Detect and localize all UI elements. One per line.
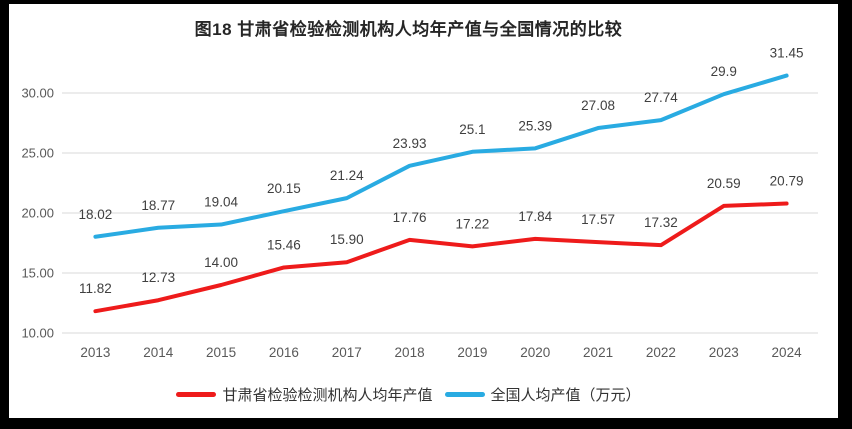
series-line-gansu xyxy=(93,201,789,314)
data-label-gansu: 20.59 xyxy=(707,176,741,191)
y-tick-label: 10.00 xyxy=(21,326,54,341)
data-label-gansu: 11.82 xyxy=(79,281,112,296)
plot-area: 10.00 15.00 20.00 25.00 30.00 2013 2014 2015 201… xyxy=(21,46,818,360)
data-label-national: 25.1 xyxy=(459,122,485,137)
chart-canvas: 图18 甘肃省检验检测机构人均年产值与全国情况的比较 10.00 15.00 20.… xyxy=(9,4,838,418)
data-label-national: 20.15 xyxy=(267,181,301,196)
x-tick-label: 2013 xyxy=(80,345,110,360)
x-tick-label: 2015 xyxy=(206,345,236,360)
x-tick-label: 2014 xyxy=(143,345,174,360)
x-tick-label: 2019 xyxy=(457,345,487,360)
legend-label-national: 全国人均产值（万元） xyxy=(490,386,641,404)
data-label-gansu: 14.00 xyxy=(204,255,238,270)
data-label-gansu: 17.32 xyxy=(644,215,678,230)
data-label-gansu: 17.84 xyxy=(518,209,552,224)
legend-line-swatch-national xyxy=(444,391,485,397)
data-label-gansu: 15.46 xyxy=(267,237,301,252)
data-label-national: 21.24 xyxy=(330,168,364,183)
data-label-national: 19.04 xyxy=(204,195,238,210)
series-line-national xyxy=(93,73,789,239)
data-label-national: 25.39 xyxy=(518,118,552,133)
data-label-gansu: 15.90 xyxy=(330,232,364,247)
data-label-national: 18.77 xyxy=(141,198,175,213)
legend-item-national: 全国人均产值（万元） xyxy=(444,384,641,405)
data-label-national: 31.45 xyxy=(770,46,804,61)
x-tick-label: 2024 xyxy=(772,345,803,360)
legend-item-gansu: 甘肃省检验检测机构人均年产值 xyxy=(176,384,433,405)
x-tick-label: 2018 xyxy=(395,345,425,360)
y-tick-label: 20.00 xyxy=(21,206,54,221)
data-label-national: 23.93 xyxy=(393,136,427,151)
x-tick-label: 2021 xyxy=(583,345,613,360)
y-tick-label: 15.00 xyxy=(21,266,54,281)
data-label-national: 27.74 xyxy=(644,90,678,105)
legend-line-swatch-gansu xyxy=(176,391,217,397)
data-label-gansu: 20.79 xyxy=(770,174,804,189)
x-tick-label: 2016 xyxy=(269,345,299,360)
data-label-gansu: 17.22 xyxy=(456,216,490,231)
y-tick-label: 25.00 xyxy=(21,146,54,161)
data-label-gansu: 12.73 xyxy=(141,270,175,285)
data-label-national: 29.9 xyxy=(711,64,737,79)
chart-legend: 甘肃省检验检测机构人均年产值 全国人均产值（万元） xyxy=(9,382,808,406)
x-tick-label: 2017 xyxy=(332,345,362,360)
legend-label-gansu: 甘肃省检验检测机构人均年产值 xyxy=(222,386,433,404)
data-label-gansu: 17.57 xyxy=(581,212,615,227)
data-label-gansu: 17.76 xyxy=(393,210,427,225)
x-tick-label: 2022 xyxy=(646,345,676,360)
data-label-national: 27.08 xyxy=(581,98,615,113)
chart-title: 图18 甘肃省检验检测机构人均年产值与全国情况的比较 xyxy=(194,20,623,39)
data-label-national: 18.02 xyxy=(79,207,113,222)
x-tick-label: 2023 xyxy=(709,345,739,360)
x-tick-label: 2020 xyxy=(520,345,550,360)
y-tick-label: 30.00 xyxy=(21,86,54,101)
